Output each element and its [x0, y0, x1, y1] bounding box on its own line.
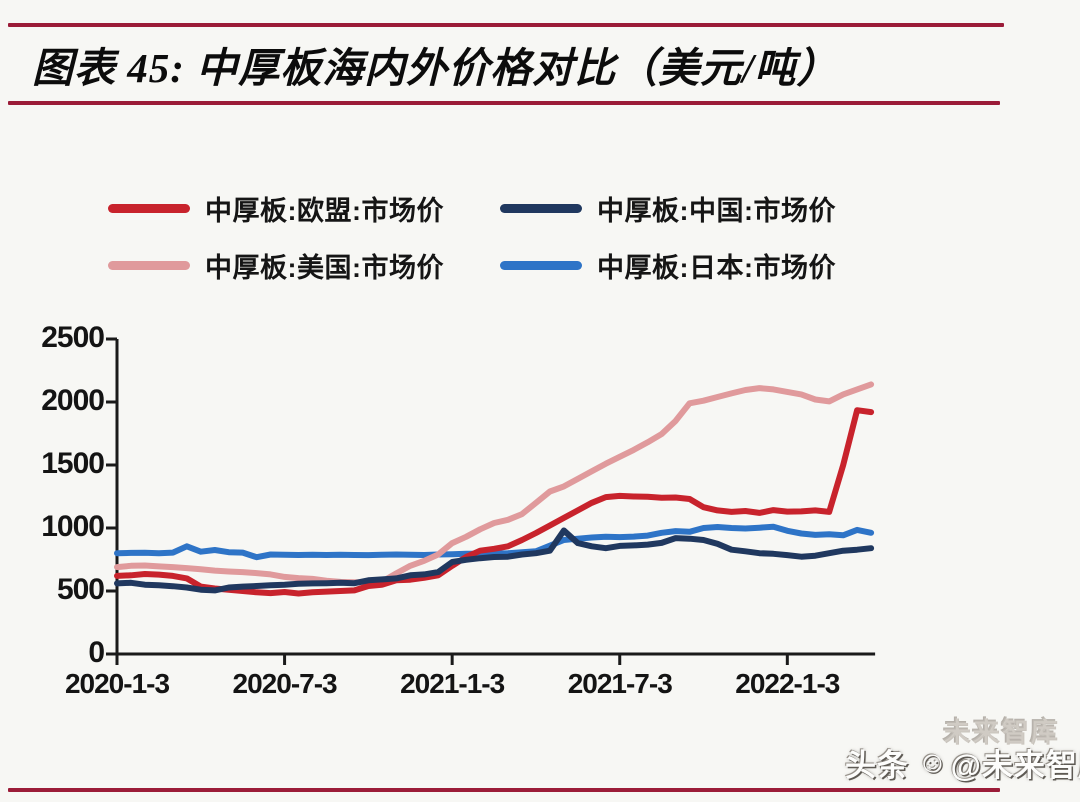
legend-item: 中厚板:日本:市场价 [500, 246, 892, 285]
legend-row: 中厚板:欧盟:市场价 中厚板:中国:市场价 [108, 189, 898, 228]
y-axis-tick-label: 1500 [41, 447, 105, 480]
smiley-face-icon: ☺ [917, 745, 949, 779]
series-line-中厚板-中国-市场价 [114, 527, 875, 594]
legend-swatch [108, 204, 190, 213]
x-axis-tick-label: 2020-7-3 [232, 668, 338, 699]
x-axis-tick-label: 2021-7-3 [567, 668, 673, 699]
y-axis-tick-label: 1000 [41, 510, 105, 543]
watermark-prefix: 头条 [845, 748, 909, 783]
chart-legend: 中厚板:欧盟:市场价 中厚板:中国:市场价中厚板:美国:市场价 中厚板:日本:市场价 [108, 192, 898, 306]
series-line-中厚板-日本-市场价 [114, 523, 875, 561]
legend-swatch [500, 204, 582, 213]
legend-swatch [500, 261, 582, 270]
legend-item: 中厚板:美国:市场价 [108, 246, 500, 285]
series-line-中厚板-欧盟-市场价 [114, 407, 875, 597]
legend-swatch [108, 261, 190, 270]
chart-title: 图表 45: 中厚板海内外价格对比（美元/吨） [32, 45, 839, 91]
y-axis-tick-label: 500 [56, 573, 105, 606]
legend-label: 中厚板:中国:市场价 [597, 196, 836, 226]
legend-label: 中厚板:日本:市场价 [597, 253, 836, 283]
bottom-accent-rule [8, 788, 1000, 792]
top-accent-rule [8, 23, 1004, 27]
y-axis-tick-label: 2500 [41, 321, 105, 354]
y-axis-tick-label: 0 [88, 636, 105, 669]
legend-label: 中厚板:欧盟:市场价 [205, 196, 444, 226]
x-axis-tick-label: 2022-1-3 [735, 668, 840, 699]
legend-item: 中厚板:欧盟:市场价 [108, 189, 500, 228]
watermark-main: 头条 ☺ @未来智库 [845, 740, 1080, 785]
legend-row: 中厚板:美国:市场价 中厚板:日本:市场价 [108, 246, 898, 285]
x-axis-tick-label: 2021-1-3 [400, 668, 505, 699]
title-underline-rule [8, 101, 1000, 105]
legend-label: 中厚板:美国:市场价 [205, 253, 444, 283]
legend-item: 中厚板:中国:市场价 [500, 189, 892, 228]
watermark-handle: @未来智库 [950, 748, 1080, 783]
watermark: 未来智库 头条 ☺ @未来智库 [845, 717, 1080, 786]
y-axis-tick-label: 2000 [41, 384, 105, 417]
series-line-中厚板-美国-市场价 [114, 381, 875, 586]
watermark-ghost-text: 未来智库 [943, 717, 1059, 747]
x-axis-tick-label: 2020-1-3 [64, 668, 170, 699]
